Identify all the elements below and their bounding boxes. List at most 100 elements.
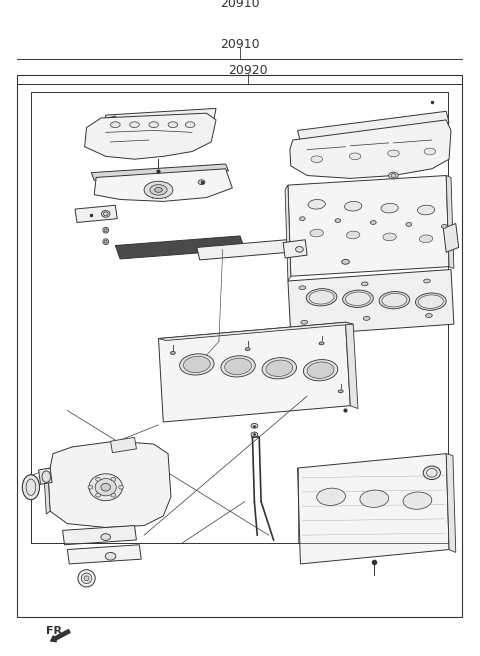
- Ellipse shape: [119, 485, 123, 489]
- Polygon shape: [38, 468, 52, 484]
- Ellipse shape: [303, 359, 338, 381]
- Ellipse shape: [22, 475, 39, 500]
- Ellipse shape: [306, 289, 337, 306]
- Ellipse shape: [95, 479, 116, 496]
- Ellipse shape: [78, 569, 95, 587]
- Ellipse shape: [155, 188, 162, 192]
- Ellipse shape: [388, 150, 399, 157]
- Polygon shape: [84, 113, 216, 159]
- Ellipse shape: [363, 316, 370, 320]
- Ellipse shape: [381, 203, 398, 213]
- Ellipse shape: [419, 295, 444, 308]
- Polygon shape: [158, 322, 350, 422]
- Ellipse shape: [180, 354, 214, 375]
- Ellipse shape: [89, 474, 122, 501]
- Polygon shape: [110, 438, 136, 453]
- Ellipse shape: [251, 432, 258, 437]
- Ellipse shape: [245, 348, 250, 350]
- Polygon shape: [67, 544, 141, 564]
- Ellipse shape: [150, 184, 167, 195]
- Ellipse shape: [420, 235, 433, 243]
- Ellipse shape: [104, 240, 107, 243]
- Text: 20910: 20910: [220, 37, 260, 51]
- Ellipse shape: [185, 122, 195, 127]
- Text: 20910: 20910: [220, 0, 260, 10]
- Ellipse shape: [416, 293, 446, 310]
- Ellipse shape: [111, 478, 116, 481]
- Ellipse shape: [130, 122, 139, 127]
- Polygon shape: [62, 525, 136, 544]
- Text: 20920: 20920: [228, 64, 267, 77]
- Ellipse shape: [371, 220, 376, 224]
- Polygon shape: [283, 240, 307, 258]
- Ellipse shape: [403, 492, 432, 509]
- Ellipse shape: [266, 360, 293, 377]
- Ellipse shape: [103, 212, 108, 216]
- Ellipse shape: [382, 293, 407, 307]
- Ellipse shape: [338, 390, 343, 393]
- Polygon shape: [298, 454, 449, 564]
- Ellipse shape: [168, 122, 178, 127]
- Ellipse shape: [105, 552, 116, 560]
- Ellipse shape: [309, 291, 334, 304]
- Ellipse shape: [317, 488, 346, 506]
- Ellipse shape: [335, 218, 341, 222]
- Ellipse shape: [299, 286, 306, 290]
- Ellipse shape: [296, 247, 303, 253]
- Ellipse shape: [379, 291, 410, 309]
- Polygon shape: [288, 270, 454, 336]
- Ellipse shape: [300, 216, 305, 220]
- Ellipse shape: [101, 483, 110, 491]
- Ellipse shape: [101, 534, 110, 541]
- Polygon shape: [197, 233, 368, 260]
- Polygon shape: [75, 205, 117, 222]
- Polygon shape: [115, 236, 245, 259]
- Polygon shape: [158, 322, 353, 340]
- Ellipse shape: [88, 485, 93, 489]
- Ellipse shape: [81, 573, 92, 584]
- Ellipse shape: [262, 358, 297, 379]
- Ellipse shape: [144, 181, 173, 199]
- Ellipse shape: [424, 279, 431, 283]
- Ellipse shape: [307, 362, 334, 379]
- Bar: [17, 75, 462, 617]
- Ellipse shape: [310, 229, 324, 237]
- Polygon shape: [104, 108, 216, 126]
- Ellipse shape: [170, 352, 175, 354]
- Ellipse shape: [149, 122, 158, 127]
- Polygon shape: [290, 120, 451, 178]
- Polygon shape: [91, 164, 228, 180]
- Ellipse shape: [96, 478, 100, 481]
- Ellipse shape: [406, 222, 412, 226]
- Ellipse shape: [349, 153, 361, 159]
- Ellipse shape: [308, 199, 325, 209]
- Ellipse shape: [383, 233, 396, 241]
- Ellipse shape: [225, 358, 252, 375]
- Ellipse shape: [319, 342, 324, 345]
- Ellipse shape: [101, 211, 110, 217]
- Ellipse shape: [442, 224, 447, 228]
- Ellipse shape: [110, 122, 120, 127]
- Polygon shape: [446, 454, 456, 552]
- Ellipse shape: [423, 466, 441, 480]
- Polygon shape: [444, 224, 459, 253]
- Text: FR.: FR.: [46, 626, 67, 636]
- Polygon shape: [48, 441, 171, 527]
- Polygon shape: [285, 185, 291, 281]
- Bar: [31, 92, 448, 543]
- Polygon shape: [104, 116, 118, 126]
- Ellipse shape: [301, 320, 308, 324]
- Ellipse shape: [104, 229, 107, 232]
- Ellipse shape: [424, 148, 436, 155]
- Ellipse shape: [389, 172, 398, 179]
- Ellipse shape: [183, 356, 210, 373]
- Polygon shape: [446, 176, 454, 268]
- Ellipse shape: [343, 290, 373, 308]
- Ellipse shape: [345, 201, 362, 211]
- Ellipse shape: [360, 490, 389, 507]
- Ellipse shape: [342, 259, 349, 264]
- Ellipse shape: [221, 356, 255, 377]
- Polygon shape: [346, 322, 358, 409]
- Polygon shape: [44, 478, 50, 514]
- Polygon shape: [94, 169, 232, 201]
